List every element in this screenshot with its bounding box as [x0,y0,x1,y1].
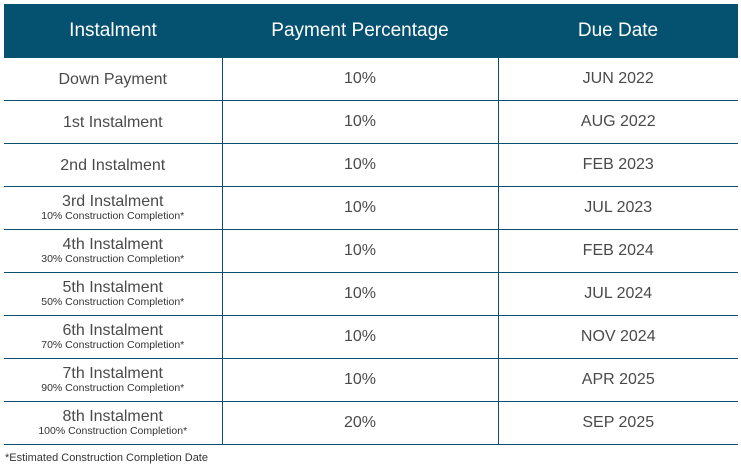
due-date-cell: AUG 2022 [497,100,738,144]
instalment-name: 4th Instalment [62,236,164,253]
table-header: Instalment Payment Percentage Due Date [4,4,738,58]
instalment-cell: 8th Instalment 100% Construction Completi… [4,401,222,445]
table-row: 6th Instalment 70% Construction Completio… [4,315,738,359]
instalment-name: 6th Instalment [62,322,164,339]
table-row: 2nd Instalment 10% FEB 2023 [4,143,738,187]
due-date-cell: NOV 2024 [497,315,738,359]
due-date-cell: APR 2025 [497,358,738,402]
instalment-name: 5th Instalment [62,279,164,296]
header-instalment: Instalment [4,4,222,58]
table-row: Down Payment 10% JUN 2022 [4,58,738,101]
instalment-cell: 1st Instalment [4,100,222,144]
payment-percentage-cell: 10% [221,100,498,144]
footnote: *Estimated Construction Completion Date [5,452,208,464]
construction-note: 90% Construction Completion* [41,382,185,394]
table-row: 5th Instalment 50% Construction Completio… [4,272,738,316]
payment-percentage-cell: 10% [221,58,498,101]
payment-percentage-cell: 10% [221,186,498,230]
payment-percentage-cell: 10% [221,272,498,316]
due-date-cell: FEB 2024 [497,229,738,273]
construction-note: 70% Construction Completion* [41,339,185,351]
due-date-cell: JUL 2024 [497,272,738,316]
construction-note: 30% Construction Completion* [41,253,185,265]
table-row: 7th Instalment 90% Construction Completio… [4,358,738,402]
instalment-name: 2nd Instalment [60,156,166,174]
header-row: Instalment Payment Percentage Due Date [4,4,738,58]
instalment-cell: 5th Instalment 50% Construction Completio… [4,272,222,316]
instalment-cell: Down Payment [4,58,222,101]
construction-note: 50% Construction Completion* [41,296,185,308]
payment-percentage-cell: 20% [221,401,498,445]
instalment-cell: 3rd Instalment 10% Construction Completio… [4,186,222,230]
table-row: 4th Instalment 30% Construction Completio… [4,229,738,273]
instalment-cell: 2nd Instalment [4,143,222,187]
payment-plan-table: Instalment Payment Percentage Due Date D… [4,4,738,445]
payment-percentage-cell: 10% [221,143,498,187]
payment-percentage-cell: 10% [221,358,498,402]
due-date-cell: FEB 2023 [497,143,738,187]
instalment-name: 8th Instalment [62,408,164,425]
instalment-name: 1st Instalment [62,113,163,131]
due-date-cell: JUN 2022 [497,58,738,101]
instalment-name: 3rd Instalment [62,193,164,210]
instalment-cell: 7th Instalment 90% Construction Completio… [4,358,222,402]
due-date-cell: SEP 2025 [497,401,738,445]
payment-percentage-cell: 10% [221,229,498,273]
header-payment-percentage: Payment Percentage [222,4,498,58]
table-row: 3rd Instalment 10% Construction Completio… [4,186,738,230]
header-due-date: Due Date [498,4,738,58]
payment-percentage-cell: 10% [221,315,498,359]
construction-note: 100% Construction Completion* [38,425,188,437]
table-body: Down Payment 10% JUN 2022 1st Instalment 10%… [4,58,738,445]
instalment-name: 7th Instalment [62,365,164,382]
instalment-cell: 6th Instalment 70% Construction Completio… [4,315,222,359]
instalment-cell: 4th Instalment 30% Construction Completio… [4,229,222,273]
instalment-name: Down Payment [58,70,168,88]
table-row: 1st Instalment 10% AUG 2022 [4,100,738,144]
due-date-cell: JUL 2023 [497,186,738,230]
construction-note: 10% Construction Completion* [41,210,185,222]
table-row: 8th Instalment 100% Construction Completi… [4,401,738,445]
